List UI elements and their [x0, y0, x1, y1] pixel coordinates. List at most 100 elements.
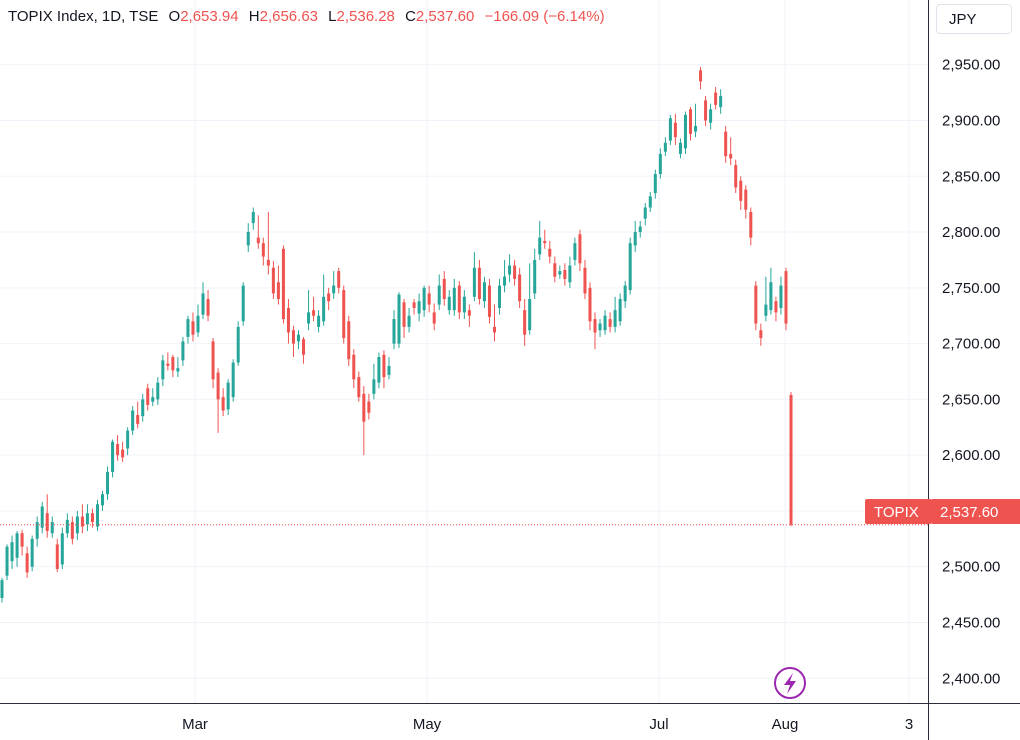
y-tick-label: 2,700.00	[942, 336, 1000, 353]
candle	[678, 138, 682, 159]
candle-body	[573, 243, 577, 260]
candle-body	[734, 165, 738, 188]
candle-body	[15, 533, 19, 558]
candle	[633, 220, 637, 253]
candle-body	[151, 397, 155, 402]
candle	[332, 271, 336, 299]
candle-body	[588, 287, 592, 322]
candle-body	[276, 282, 280, 299]
candle	[256, 215, 260, 249]
candle	[50, 516, 54, 538]
x-tick-label: May	[413, 716, 442, 733]
candle	[70, 516, 74, 545]
y-tick-label: 2,500.00	[942, 559, 1000, 576]
candle-body	[442, 278, 446, 299]
candle-body	[528, 298, 532, 331]
candle	[774, 296, 778, 322]
candle	[578, 229, 582, 272]
candle	[719, 89, 723, 114]
candle-body	[543, 240, 547, 244]
candle	[261, 237, 265, 266]
candle	[166, 352, 170, 371]
candle	[442, 271, 446, 306]
candle-body	[487, 285, 491, 317]
candle-body	[50, 522, 54, 534]
candle	[286, 298, 290, 344]
candle	[643, 203, 647, 226]
candle-body	[55, 544, 59, 569]
candle	[784, 267, 788, 331]
candle-body	[724, 131, 728, 157]
candle	[312, 296, 316, 322]
candle-body	[352, 354, 356, 380]
candle-body	[477, 267, 481, 299]
open-label: O	[168, 8, 181, 25]
candle	[387, 357, 391, 380]
close-value: 2,537.60	[415, 8, 475, 25]
candle	[106, 466, 110, 500]
candle-body	[196, 315, 200, 333]
candle-body	[296, 334, 301, 342]
candle	[472, 252, 476, 302]
candle-body	[347, 321, 351, 360]
y-tick-label: 2,450.00	[942, 615, 1000, 632]
candle-body	[307, 312, 311, 324]
candle-body	[653, 174, 657, 194]
candle-body	[261, 243, 265, 257]
candle	[111, 439, 115, 478]
candle	[191, 312, 195, 342]
candle	[744, 185, 748, 219]
candle	[30, 535, 34, 572]
candle-body	[729, 153, 733, 159]
candle-body	[221, 397, 225, 411]
candle	[673, 113, 677, 146]
candle-body	[704, 100, 708, 121]
x-tick-label: 3	[905, 716, 913, 733]
currency-button[interactable]: JPY	[936, 4, 1012, 34]
candle-body	[663, 142, 667, 152]
candle-body	[191, 321, 195, 335]
candle	[121, 441, 125, 462]
candle	[492, 304, 497, 342]
candle	[603, 310, 607, 335]
candle-body	[116, 444, 120, 456]
candle-body	[593, 319, 597, 333]
symbol-legend: TOPIX Index, 1D, TSE O2,653.94 H2,656.63…	[8, 8, 605, 25]
candle	[412, 298, 416, 315]
candle	[236, 321, 240, 366]
low-label: L	[328, 8, 337, 25]
change-value: −166.09 (−6.14%)	[484, 8, 605, 25]
candle-body	[146, 388, 150, 405]
candle	[688, 107, 692, 141]
candle	[281, 245, 285, 324]
candle-body	[457, 285, 461, 313]
candle-body	[583, 267, 587, 294]
candle	[683, 111, 687, 154]
candle	[367, 393, 371, 420]
candle	[437, 274, 441, 311]
candle	[588, 282, 592, 331]
candle	[60, 527, 64, 569]
candle	[432, 303, 436, 331]
candle	[296, 330, 301, 350]
candle	[417, 293, 421, 322]
candle-body	[447, 296, 451, 311]
price-tag-label-bg	[865, 499, 932, 524]
candle-body	[231, 362, 235, 398]
y-tick-label: 2,600.00	[942, 447, 1000, 464]
candle-body	[508, 265, 512, 275]
event-marker[interactable]	[774, 667, 806, 699]
candle-body	[216, 372, 220, 400]
candle	[724, 126, 728, 163]
candle-body	[668, 118, 672, 141]
time-axis[interactable]: Mar May Jul Aug 3	[0, 703, 1020, 734]
candle-body	[60, 533, 64, 565]
candle	[136, 401, 140, 429]
price-axis[interactable]: 2,400.002,450.002,500.002,550.002,600.00…	[928, 0, 1001, 740]
candle-body	[673, 122, 677, 138]
candle	[704, 95, 708, 127]
candle	[307, 290, 311, 331]
candle	[10, 535, 14, 569]
candle	[759, 323, 763, 346]
